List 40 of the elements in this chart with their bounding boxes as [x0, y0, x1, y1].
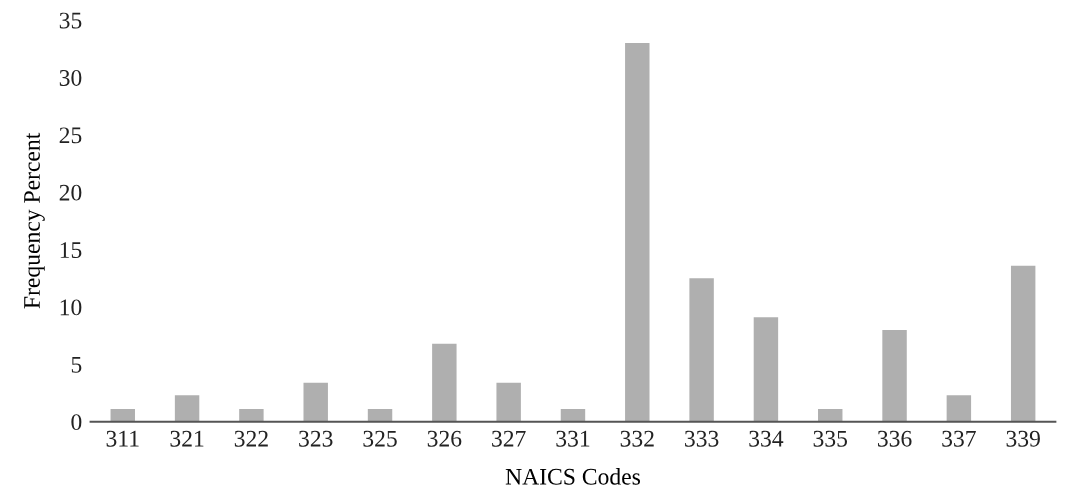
x-tick-label: 323 [299, 430, 333, 447]
bar [818, 409, 843, 422]
y-tick-label: 0 [71, 414, 82, 431]
bar [239, 409, 264, 422]
bar [432, 343, 457, 422]
bar [110, 409, 135, 422]
bar [689, 278, 714, 422]
x-tick-label: 335 [813, 430, 848, 447]
bar [882, 329, 907, 422]
bar [625, 43, 650, 422]
x-tick-label: 327 [492, 430, 526, 447]
bar [303, 382, 328, 422]
y-tick-label: 5 [71, 357, 82, 373]
x-tick-label: 339 [1006, 430, 1040, 447]
x-tick-label: 332 [620, 430, 654, 447]
x-tick-label: 326 [427, 430, 462, 447]
bar [753, 317, 779, 422]
x-tick-label: 336 [877, 430, 912, 447]
bar [1010, 265, 1036, 422]
y-tick-label: 35 [59, 12, 82, 29]
y-tick-label: 20 [59, 184, 82, 201]
y-axis-title: Frequency Percent [24, 132, 45, 309]
x-axis-title: NAICS Codes [505, 468, 641, 485]
x-tick-label: 337 [942, 430, 976, 447]
y-tick-label: 15 [60, 242, 82, 258]
bar [496, 382, 521, 422]
x-tick-label: 334 [749, 430, 784, 447]
y-tick-label: 25 [59, 127, 82, 144]
x-tick-label: 331 [556, 430, 590, 447]
bar [946, 395, 972, 422]
bar [174, 395, 200, 422]
bar [560, 409, 586, 422]
bar [367, 409, 393, 422]
x-tick-label: 322 [234, 430, 268, 447]
y-tick-label: 10 [60, 299, 82, 316]
x-tick-label: 311 [106, 430, 139, 447]
x-tick-label: 321 [170, 430, 204, 447]
y-tick-label: 30 [59, 69, 82, 86]
x-tick-label: 325 [363, 430, 397, 447]
x-tick-label: 333 [685, 430, 719, 447]
